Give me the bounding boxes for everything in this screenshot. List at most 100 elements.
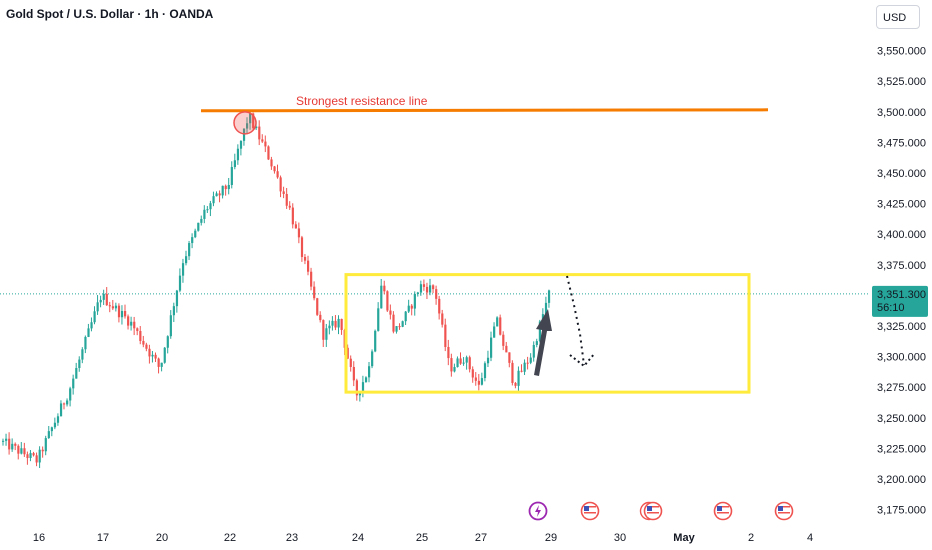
candle-up: [47, 431, 50, 439]
candle-down: [474, 377, 477, 381]
price-badge: 3,351.300 56:10: [872, 285, 928, 317]
candle-up: [227, 184, 230, 190]
price-badge-countdown: 56:10: [877, 302, 905, 314]
time-tick-label: 30: [614, 532, 626, 544]
candle-down: [148, 348, 151, 357]
us-flag-icon[interactable]: [643, 501, 663, 521]
candle-down: [468, 357, 471, 370]
candle-up: [371, 351, 374, 367]
candle-up: [102, 293, 105, 300]
candle-up: [236, 148, 240, 161]
candle-down: [63, 403, 66, 405]
candle-up: [493, 326, 496, 338]
candle-down: [17, 445, 20, 454]
candle-down: [502, 334, 505, 346]
down-dotted-arrowhead[interactable]: [569, 352, 596, 368]
candle-down: [432, 285, 435, 290]
candle-down: [136, 328, 139, 331]
candle-down: [508, 352, 511, 363]
candle-up: [490, 337, 493, 358]
candle-down: [511, 362, 514, 383]
candle-up: [413, 293, 416, 309]
resistance-touch-circle[interactable]: [233, 111, 257, 135]
candle-down: [267, 146, 270, 160]
candle-down: [133, 321, 136, 329]
candle-down: [355, 380, 358, 396]
candle-up: [81, 349, 84, 360]
down-dotted-path[interactable]: [566, 275, 585, 366]
time-tick-label: 2: [748, 532, 754, 544]
candle-down: [35, 455, 38, 463]
candle-up: [535, 341, 538, 345]
candle-up: [465, 357, 468, 363]
time-tick-label: 22: [224, 532, 236, 544]
candle-up: [203, 209, 206, 219]
candle-up: [96, 302, 99, 312]
candle-down: [258, 126, 261, 140]
candle-up: [5, 438, 8, 441]
us-flag-icon[interactable]: [713, 501, 733, 521]
time-tick-label: 25: [416, 532, 428, 544]
range-box[interactable]: [344, 273, 751, 394]
candle-up: [517, 370, 520, 386]
candle-up: [93, 311, 96, 323]
candle-down: [108, 305, 111, 307]
price-tick-label: 3,225.000: [877, 443, 926, 455]
resistance-line[interactable]: [200, 108, 769, 113]
candle-up: [130, 321, 133, 326]
candle-down: [224, 185, 227, 190]
events-row[interactable]: [528, 501, 794, 521]
candle-up: [529, 357, 532, 363]
resistance-label: Strongest resistance line: [296, 94, 428, 108]
candle-down: [273, 166, 276, 172]
candle-down: [142, 340, 145, 345]
currency-button[interactable]: USD: [876, 5, 920, 29]
candle-up: [206, 209, 209, 211]
candle-up: [53, 422, 57, 428]
candle-up: [87, 328, 90, 337]
candle-up: [151, 354, 154, 357]
candle-down: [425, 286, 429, 293]
candle-up: [75, 368, 78, 379]
us-flag-icon[interactable]: [580, 501, 600, 521]
flash-icon[interactable]: [528, 501, 548, 521]
candle-up: [416, 292, 419, 294]
candle-up: [194, 230, 197, 238]
drawings-layer[interactable]: Strongest resistance line: [200, 94, 769, 394]
candle-down: [477, 380, 480, 385]
candle-up: [242, 128, 246, 141]
candle-down: [41, 449, 44, 452]
candle-up: [429, 285, 432, 293]
candle-up: [233, 160, 236, 168]
candle-down: [139, 330, 142, 341]
price-tick-label: 3,275.000: [877, 382, 926, 394]
candle-down: [288, 205, 291, 208]
candle-down: [111, 306, 114, 309]
candle-up: [358, 392, 362, 396]
candle-up: [166, 336, 169, 348]
candle-up: [120, 310, 124, 318]
candle-up: [374, 330, 377, 352]
candle-up: [331, 320, 334, 326]
time-tick-label: 4: [807, 532, 813, 544]
candle-up: [185, 256, 188, 264]
candle-down: [334, 320, 337, 328]
candle-down: [441, 313, 444, 325]
candle-down: [526, 362, 529, 364]
candle-up: [84, 336, 87, 350]
candle-down: [319, 314, 322, 321]
candle-up: [191, 237, 194, 244]
price-axis[interactable]: 3,550.000 3,525.000 3,500.000 3,475.000 3,45…: [877, 46, 926, 517]
candle-up: [50, 427, 53, 432]
candle-up: [395, 326, 398, 332]
up-arrow-drawing[interactable]: [534, 309, 552, 376]
candle-down: [310, 271, 313, 287]
time-axis[interactable]: 16 17 20 22 23 24 25 27 29 30 May 2 4: [33, 532, 813, 544]
price-tick-label: 3,375.000: [877, 260, 926, 272]
candle-up: [364, 377, 368, 383]
candle-down: [389, 310, 392, 315]
candle-down: [322, 320, 325, 340]
candle-down: [291, 207, 294, 225]
us-flag-icon[interactable]: [774, 501, 794, 521]
